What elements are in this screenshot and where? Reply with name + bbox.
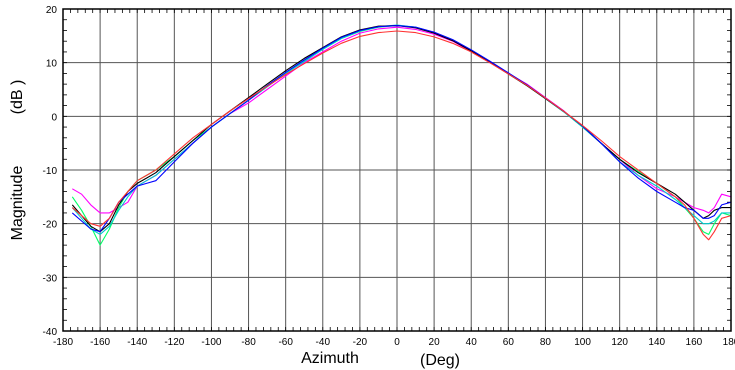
y-tick-label: -20 [43, 220, 58, 231]
x-tick-label: -120 [164, 337, 184, 348]
x-tick-label: 40 [466, 337, 478, 348]
x-tick-labels: -180 -160 -140 -120 -100 -80 -60 -40 -20 0 20 40 60 8… [53, 337, 735, 348]
x-tick-label: -140 [127, 337, 147, 348]
series-line-2 [71, 25, 732, 246]
plot-frame [62, 8, 732, 332]
x-tick-label: 80 [540, 337, 552, 348]
x-tick-label: -100 [201, 337, 221, 348]
x-tick-label: 180 [723, 337, 735, 348]
x-axis-unit-label: (Deg) [420, 352, 460, 369]
y-tick-label: -10 [43, 166, 58, 177]
x-tick-label: 160 [686, 337, 703, 348]
series-line-5 [71, 25, 732, 233]
x-tick-label: -180 [53, 337, 73, 348]
x-tick-label: 20 [429, 337, 441, 348]
x-tick-label: -160 [90, 337, 110, 348]
series-lines [71, 24, 732, 246]
y-tick-label: -40 [43, 327, 58, 338]
series-line-1 [72, 26, 732, 214]
x-tick-label: 0 [394, 337, 400, 348]
y-tick-labels: -40 -30 -20 -10 0 10 20 [43, 5, 58, 338]
y-tick-label: 10 [46, 59, 58, 70]
x-tick-label: -60 [278, 337, 293, 348]
x-tick-label: -80 [241, 337, 256, 348]
x-tick-label: 140 [648, 337, 665, 348]
x-tick-label: -40 [316, 337, 331, 348]
y-axis-unit-label: (dB ) [9, 80, 26, 115]
x-axis-label: Azimuth [301, 350, 359, 367]
y-tick-label: 20 [46, 5, 58, 16]
y-tick-label: 0 [51, 112, 57, 123]
x-tick-label: -20 [353, 337, 368, 348]
series-line-6 [71, 30, 732, 241]
x-tick-label: 100 [574, 337, 591, 348]
series-line-4 [71, 25, 731, 233]
grid [63, 9, 731, 331]
x-tick-label: 60 [503, 337, 515, 348]
series-line-3 [71, 24, 731, 235]
y-axis-label: Magnitude [9, 166, 26, 241]
x-tick-label: 120 [611, 337, 628, 348]
y-tick-label: -30 [43, 273, 58, 284]
